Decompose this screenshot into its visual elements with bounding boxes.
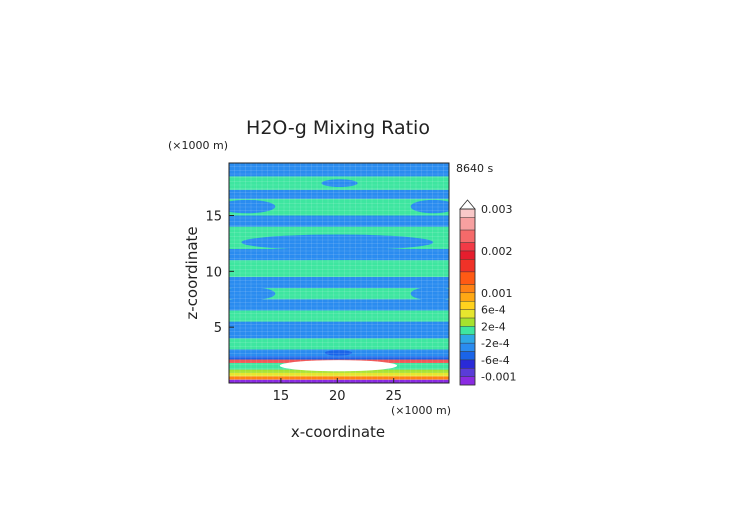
colorbar-swatch-4 — [459, 342, 476, 352]
field-band-9 — [229, 321, 449, 339]
colorbar-extend-arrow — [459, 199, 476, 210]
field-band-1 — [229, 376, 449, 380]
colorbar-swatch-5 — [459, 334, 476, 344]
field-features — [229, 179, 449, 372]
colorbar-label: -2e-4 — [481, 337, 510, 350]
colorbar-swatch-9 — [459, 300, 476, 310]
field-band-19 — [229, 189, 449, 199]
x-tick-label: 15 — [273, 389, 290, 404]
y-tick-label: 10 — [205, 265, 222, 280]
field-feature-5 — [229, 310, 449, 322]
field-feature-0 — [279, 360, 398, 372]
colorbar-swatch-10 — [459, 292, 476, 302]
field-band-0 — [229, 379, 449, 383]
y-unit-label: (×1000 m) — [168, 139, 228, 152]
field-bands — [229, 163, 449, 383]
colorbar-swatch-3 — [459, 351, 476, 361]
field-band-6 — [229, 356, 449, 360]
colorbar-label: 2e-4 — [481, 320, 506, 333]
colorbar-swatch-17 — [459, 217, 476, 231]
field-feature-6 — [229, 286, 276, 301]
field-feature-4 — [241, 234, 434, 251]
colorbar-frame — [459, 208, 476, 386]
colorbar-label: 0.002 — [481, 245, 513, 258]
colorbar-swatch-7 — [459, 317, 476, 327]
field-band-21 — [229, 163, 449, 177]
field-feature-1 — [324, 350, 352, 356]
colorbar-swatch-16 — [459, 229, 476, 243]
colorbar-swatch-13 — [459, 259, 476, 273]
field-band-17 — [229, 215, 449, 227]
colorbar: 0.003 0.002 0.001 6e-4 2e-4 -2e-4 -6e-4 -0.001 — [459, 199, 516, 386]
colorbar-swatch-6 — [459, 326, 476, 335]
colorbar-swatch-2 — [459, 359, 476, 369]
y-axis-title: z-coordinate — [183, 226, 201, 319]
time-label: 8640 s — [456, 162, 493, 175]
colorbar-swatch-18 — [459, 208, 476, 218]
colorbar-swatch-14 — [459, 250, 476, 260]
plot-grid — [229, 163, 449, 383]
field-band-12 — [229, 288, 449, 300]
field-feature-7 — [410, 286, 449, 301]
x-tick-label: 25 — [385, 389, 402, 404]
x-axis: 15 20 25 — [273, 378, 402, 404]
field-feature-3 — [230, 260, 445, 274]
field-band-13 — [229, 276, 449, 289]
x-unit-label: (×1000 m) — [391, 404, 451, 417]
field-band-18 — [229, 198, 449, 216]
colorbar-label: 0.001 — [481, 287, 513, 300]
field-feature-8 — [229, 199, 276, 214]
y-tick-label: 5 — [214, 321, 222, 336]
chart-title: H2O-g Mixing Ratio — [246, 117, 430, 139]
field-feature-9 — [410, 199, 449, 214]
colorbar-swatch-11 — [459, 284, 476, 294]
plot-area — [229, 163, 449, 383]
colorbar-label: -6e-4 — [481, 354, 510, 367]
plot-frame — [228, 162, 450, 384]
y-axis: 5 10 15 — [205, 209, 234, 336]
field-band-2 — [229, 372, 449, 377]
colorbar-swatch-0 — [459, 376, 476, 386]
x-axis-title: x-coordinate — [291, 423, 385, 441]
field-feature-2 — [321, 179, 358, 188]
field-band-11 — [229, 299, 449, 311]
field-band-8 — [229, 338, 449, 350]
colorbar-swatch-1 — [459, 368, 476, 377]
x-tick-label: 20 — [329, 389, 346, 404]
colorbar-swatch-15 — [459, 242, 476, 252]
y-tick-label: 15 — [205, 209, 222, 224]
colorbar-swatch-12 — [459, 271, 476, 285]
colorbar-label: -0.001 — [481, 371, 516, 384]
colorbar-label: 0.003 — [481, 203, 513, 216]
field-band-15 — [229, 248, 449, 261]
field-band-3 — [229, 369, 449, 373]
colorbar-swatch-8 — [459, 309, 476, 319]
colorbar-label: 6e-4 — [481, 304, 506, 317]
